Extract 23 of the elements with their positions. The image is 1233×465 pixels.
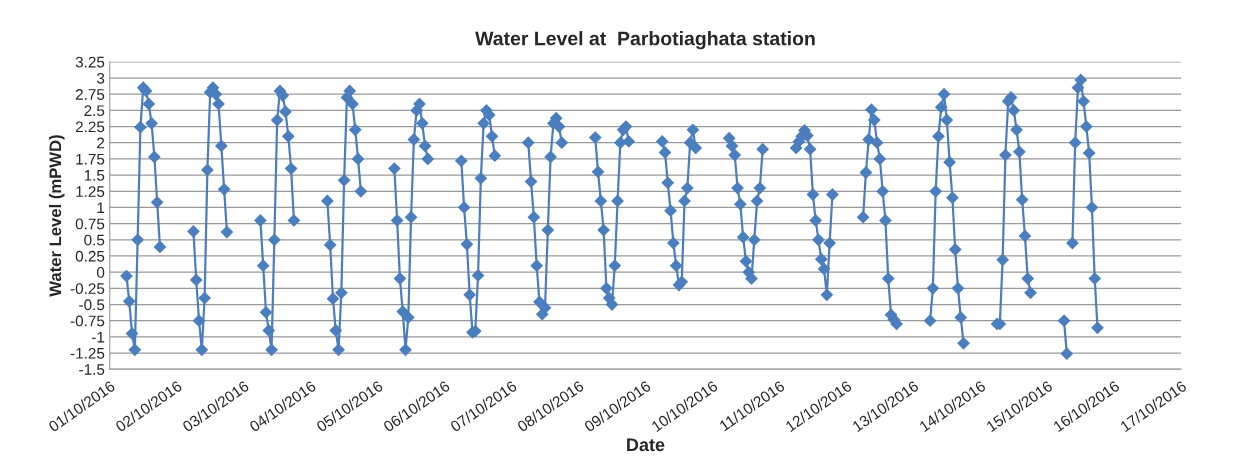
chart-title: Water Level at Parbotiaghata station: [475, 31, 815, 50]
y-tick-label: 1.75: [76, 153, 105, 165]
y-tick-label: -0.5: [79, 299, 105, 311]
y-tick-label: -1.5: [79, 364, 105, 375]
y-tick-label: 2.75: [75, 89, 105, 100]
y-tick-label: 2.5: [84, 105, 105, 117]
y-tick-label: 0.5: [84, 234, 105, 246]
y-tick-label: 0.75: [75, 218, 105, 230]
y-tick-label: -0.25: [70, 283, 105, 295]
y-tick-label: 0.25: [75, 250, 105, 262]
y-tick-label: 2: [97, 137, 105, 149]
y-tick-label: -1.25: [70, 347, 105, 359]
y-tick-label: 0: [96, 267, 105, 278]
y-tick-label: -1: [91, 331, 105, 343]
y-tick-label: 1.25: [76, 186, 105, 197]
y-tick-label: 2.25: [75, 121, 105, 133]
y-tick-label: 1.5: [84, 170, 105, 181]
x-axis-title: Date: [627, 438, 665, 452]
y-tick-label: 1: [97, 202, 105, 213]
y-tick-label: 3: [96, 72, 105, 84]
y-tick-label: -0.75: [70, 315, 105, 327]
y-axis-title: Water Level (mPWD): [48, 135, 65, 297]
y-tick-label: 3.25: [75, 56, 105, 68]
